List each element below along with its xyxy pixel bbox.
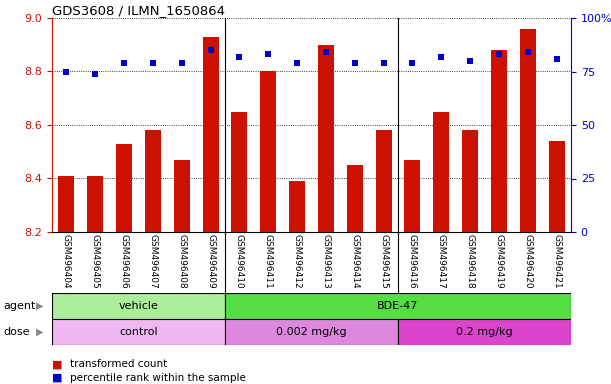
Point bbox=[62, 68, 71, 74]
Bar bbox=[116, 144, 132, 232]
Text: GSM496413: GSM496413 bbox=[321, 234, 331, 289]
Text: GSM496407: GSM496407 bbox=[148, 234, 158, 289]
Point bbox=[292, 60, 302, 66]
Text: GSM496408: GSM496408 bbox=[177, 234, 186, 289]
Bar bbox=[145, 130, 161, 232]
Text: GSM496411: GSM496411 bbox=[264, 234, 273, 289]
Point bbox=[235, 53, 244, 60]
Text: GSM496417: GSM496417 bbox=[437, 234, 446, 289]
Point bbox=[263, 51, 273, 58]
Text: GSM496418: GSM496418 bbox=[466, 234, 475, 289]
Text: GSM496416: GSM496416 bbox=[408, 234, 417, 289]
Point bbox=[552, 56, 562, 62]
Bar bbox=[462, 130, 478, 232]
Text: ■: ■ bbox=[52, 372, 62, 382]
Bar bbox=[404, 160, 420, 232]
Point bbox=[350, 60, 360, 66]
Text: 0.002 mg/kg: 0.002 mg/kg bbox=[276, 327, 347, 337]
Bar bbox=[174, 160, 189, 232]
Bar bbox=[232, 112, 247, 232]
Text: dose: dose bbox=[3, 327, 29, 337]
Point bbox=[379, 60, 389, 66]
Text: control: control bbox=[119, 327, 158, 337]
Point bbox=[119, 60, 129, 66]
Text: percentile rank within the sample: percentile rank within the sample bbox=[70, 372, 246, 382]
Point bbox=[148, 60, 158, 66]
Point bbox=[494, 51, 504, 58]
Point bbox=[206, 47, 216, 53]
Bar bbox=[225, 319, 398, 345]
Text: GSM496420: GSM496420 bbox=[523, 234, 532, 288]
Bar bbox=[52, 293, 225, 319]
Text: ▶: ▶ bbox=[36, 301, 43, 311]
Bar bbox=[59, 176, 75, 232]
Text: GSM496414: GSM496414 bbox=[350, 234, 359, 288]
Bar bbox=[376, 130, 392, 232]
Point bbox=[321, 49, 331, 55]
Point bbox=[465, 58, 475, 64]
Bar bbox=[289, 181, 305, 232]
Text: ▶: ▶ bbox=[36, 327, 43, 337]
Point bbox=[436, 53, 446, 60]
Text: vehicle: vehicle bbox=[119, 301, 158, 311]
Bar bbox=[260, 71, 276, 232]
Point bbox=[177, 60, 186, 66]
Text: GDS3608 / ILMN_1650864: GDS3608 / ILMN_1650864 bbox=[52, 4, 225, 17]
Text: GSM496415: GSM496415 bbox=[379, 234, 388, 289]
Bar bbox=[520, 29, 536, 232]
Bar bbox=[225, 293, 571, 319]
Bar bbox=[347, 165, 363, 232]
Bar bbox=[549, 141, 565, 232]
Bar bbox=[203, 37, 219, 232]
Text: GSM496419: GSM496419 bbox=[494, 234, 503, 289]
Text: GSM496409: GSM496409 bbox=[206, 234, 215, 289]
Point bbox=[408, 60, 417, 66]
Point bbox=[523, 49, 533, 55]
Text: GSM496405: GSM496405 bbox=[91, 234, 100, 289]
Bar bbox=[52, 319, 225, 345]
Text: GSM496404: GSM496404 bbox=[62, 234, 71, 288]
Bar bbox=[87, 176, 103, 232]
Text: agent: agent bbox=[3, 301, 35, 311]
Bar bbox=[318, 45, 334, 232]
Text: 0.2 mg/kg: 0.2 mg/kg bbox=[456, 327, 513, 337]
Bar bbox=[398, 319, 571, 345]
Text: GSM496412: GSM496412 bbox=[293, 234, 302, 288]
Text: transformed count: transformed count bbox=[70, 359, 167, 369]
Bar bbox=[491, 50, 507, 232]
Text: GSM496406: GSM496406 bbox=[120, 234, 128, 289]
Bar bbox=[433, 112, 449, 232]
Text: ■: ■ bbox=[52, 359, 62, 369]
Text: BDE-47: BDE-47 bbox=[378, 301, 419, 311]
Text: GSM496421: GSM496421 bbox=[552, 234, 561, 288]
Point bbox=[90, 71, 100, 77]
Text: GSM496410: GSM496410 bbox=[235, 234, 244, 289]
